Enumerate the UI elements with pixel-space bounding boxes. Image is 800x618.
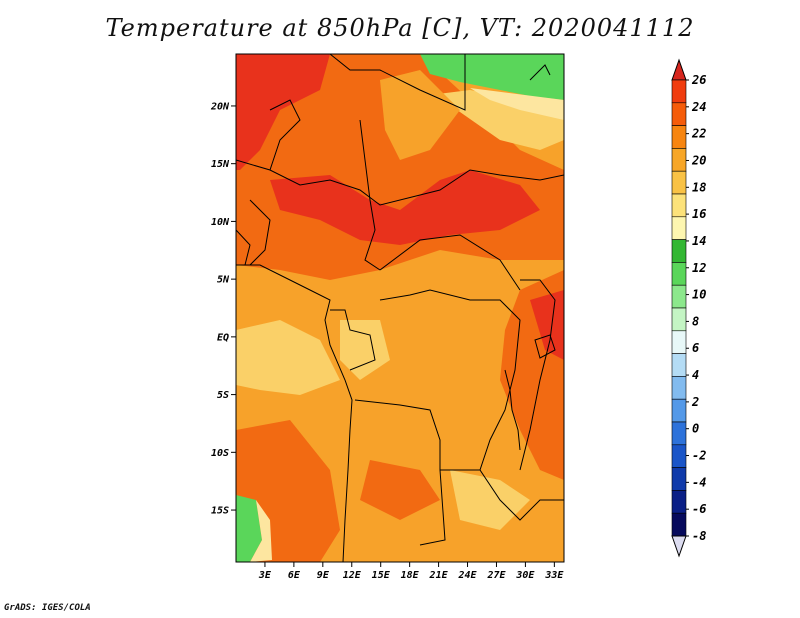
field-very-hot-east bbox=[530, 290, 564, 360]
colorbar-label-11: 4 bbox=[692, 368, 699, 382]
lon-label-3: 12E bbox=[343, 570, 362, 581]
colorbar-label-17: -8 bbox=[692, 529, 706, 543]
colorbar-label-16: -6 bbox=[692, 502, 706, 516]
colorbar-label-9: 8 bbox=[692, 314, 699, 328]
red-sea-coast bbox=[529, 64, 551, 81]
colorbar-segment-17 bbox=[671, 467, 687, 491]
border-car bbox=[379, 234, 521, 291]
colorbar-segment-18 bbox=[671, 490, 687, 514]
temperature-field bbox=[236, 54, 564, 562]
map-frame bbox=[235, 53, 565, 563]
colorbar-label-0: 26 bbox=[691, 73, 706, 87]
field-very-hot-nw bbox=[236, 54, 330, 170]
lat-label-7: 15S bbox=[211, 506, 229, 517]
border-zambia bbox=[440, 469, 564, 521]
lat-label-3: 5N bbox=[217, 275, 230, 286]
field-pale-ne bbox=[470, 88, 564, 120]
border-lake-chad bbox=[359, 119, 381, 271]
colorbar-segment-13 bbox=[671, 376, 687, 400]
colorbar-segment-5 bbox=[671, 193, 687, 218]
colorbar-segment-14 bbox=[671, 398, 687, 423]
border-east bbox=[519, 279, 556, 471]
colorbar-segment-3 bbox=[671, 148, 687, 172]
colorbar-label-2: 22 bbox=[691, 127, 706, 141]
colorbar-segment-12 bbox=[671, 353, 687, 377]
lon-label-9: 30E bbox=[515, 570, 535, 581]
colorbar-top-triangle bbox=[671, 58, 687, 81]
field-light-central bbox=[340, 320, 390, 380]
border-far-w bbox=[236, 229, 251, 266]
field-green-ne bbox=[420, 54, 564, 100]
colorbar-label-7: 12 bbox=[692, 261, 706, 275]
border-w bbox=[249, 199, 271, 266]
lon-label-5: 18E bbox=[401, 570, 420, 581]
colorbar-segment-16 bbox=[671, 444, 687, 468]
colorbar-segment-6 bbox=[671, 216, 687, 240]
colorbar-segment-9 bbox=[671, 284, 687, 309]
lat-label-6: 10S bbox=[211, 448, 229, 459]
map-title: Temperature at 850hPa [C], VT: 202004111… bbox=[105, 14, 695, 42]
longitude-axis: 3E 6E 9E 12E 15E 18E 21E 24E 27E 30E 33E bbox=[258, 562, 564, 581]
lon-label-1: 6E bbox=[288, 570, 301, 581]
colorbar-segment-2 bbox=[671, 125, 687, 149]
field-light-west bbox=[236, 320, 340, 395]
border-nw bbox=[269, 99, 301, 171]
colorbar-label-13: 0 bbox=[692, 422, 699, 436]
colorbar-segment-10 bbox=[671, 307, 687, 332]
colorbar-segment-15 bbox=[671, 421, 687, 446]
colorbar-segment-0 bbox=[671, 79, 687, 104]
colorbar-label-8: 10 bbox=[692, 288, 706, 302]
colorbar-segment-1 bbox=[671, 102, 687, 126]
colorbar-label-15: -4 bbox=[692, 475, 706, 489]
border-gabon bbox=[330, 309, 376, 371]
lon-label-0: 3E bbox=[258, 570, 272, 581]
colorbar-segment-11 bbox=[671, 330, 687, 354]
lon-label-10: 33E bbox=[544, 570, 564, 581]
lat-label-1: 15N bbox=[211, 159, 230, 170]
colorbar-label-4: 18 bbox=[692, 180, 706, 194]
lake-victoria bbox=[534, 334, 556, 359]
lat-label-5: 5S bbox=[217, 390, 229, 401]
lon-label-2: 9E bbox=[317, 570, 330, 581]
colorbar-segment-7 bbox=[671, 239, 687, 263]
border-congo bbox=[379, 289, 521, 471]
field-light-south bbox=[450, 470, 530, 530]
lat-label-0: 20N bbox=[210, 101, 230, 112]
colorbar-label-14: -2 bbox=[692, 449, 706, 463]
lat-label-4: EQ bbox=[217, 332, 229, 343]
colorbar-segment-4 bbox=[671, 170, 687, 195]
latitude-axis: 20N 15N 10N 5N EQ 5S 10S 15S bbox=[210, 101, 236, 517]
colorbar-label-6: 14 bbox=[692, 234, 706, 248]
colorbar-label-3: 20 bbox=[691, 153, 706, 167]
field-very-hot-center bbox=[270, 170, 540, 245]
colorbar-segment-8 bbox=[671, 262, 687, 286]
border-angola bbox=[354, 399, 446, 546]
lon-label-6: 21E bbox=[429, 570, 449, 581]
colorbar-label-10: 6 bbox=[692, 341, 699, 355]
lon-label-7: 24E bbox=[457, 570, 477, 581]
colorbar-bottom-triangle bbox=[671, 535, 687, 558]
colorbar-label-5: 16 bbox=[692, 207, 706, 221]
field-warm-pocket bbox=[380, 70, 460, 160]
border-sahel bbox=[236, 159, 564, 206]
lon-label-4: 15E bbox=[372, 570, 391, 581]
colorbar-segment-19 bbox=[671, 512, 687, 537]
lat-label-2: 10N bbox=[211, 217, 230, 228]
coastline-west-africa bbox=[236, 264, 353, 562]
colorbar-label-12: 2 bbox=[691, 395, 699, 409]
field-green-sw bbox=[236, 495, 262, 562]
field-pale-sw bbox=[250, 500, 272, 562]
political-borders bbox=[236, 54, 564, 562]
colorbar-label-1: 24 bbox=[691, 100, 706, 114]
lon-label-8: 27E bbox=[486, 570, 506, 581]
field-hot-south bbox=[360, 460, 440, 520]
credit-text: GrADS: IGES/COLA bbox=[4, 603, 91, 613]
lake-tanganyika bbox=[504, 369, 521, 451]
border-north bbox=[329, 54, 466, 111]
